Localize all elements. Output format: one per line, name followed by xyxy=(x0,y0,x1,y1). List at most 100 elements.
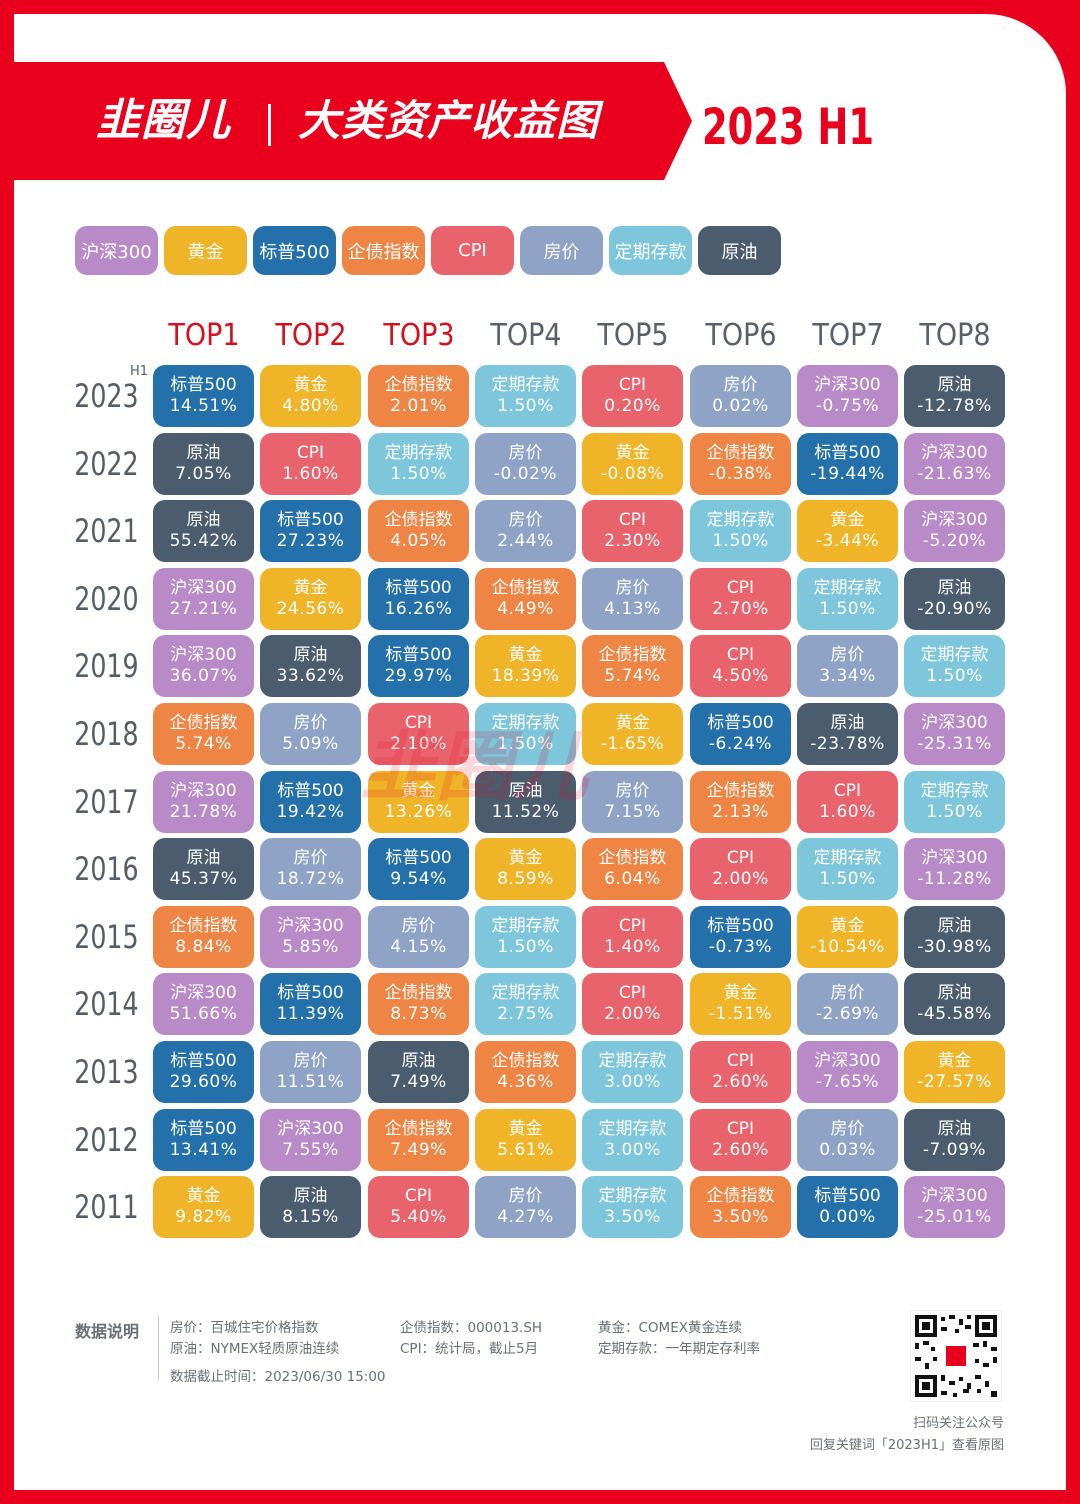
asset-return-cell: 黄金 8.59% xyxy=(475,838,576,900)
asset-return-cell: 定期存款 1.50% xyxy=(475,365,576,427)
asset-return-cell: 标普500 29.60% xyxy=(153,1041,254,1103)
asset-name: 房价 xyxy=(508,1186,543,1206)
asset-return: 1.60% xyxy=(819,802,876,822)
asset-name: 沪深300 xyxy=(814,375,881,395)
asset-return-cell: CPI 2.00% xyxy=(582,973,683,1035)
asset-return: 3.00% xyxy=(604,1140,661,1160)
asset-name: 原油 xyxy=(401,1051,436,1071)
asset-return-cell: 房价 7.15% xyxy=(582,771,683,833)
asset-name: 标普500 xyxy=(385,848,452,868)
asset-name: 标普500 xyxy=(277,781,344,801)
asset-name: 定期存款 xyxy=(491,375,560,395)
asset-name: 房价 xyxy=(293,1051,328,1071)
asset-return-cell: 沪深300 7.55% xyxy=(260,1109,361,1171)
asset-return: 8.15% xyxy=(282,1207,339,1227)
asset-return: -1.51% xyxy=(708,1004,773,1024)
qr-brand-logo xyxy=(946,1346,966,1366)
asset-return-cell: CPI 0.20% xyxy=(582,365,683,427)
asset-return-cell: 房价 0.03% xyxy=(797,1109,898,1171)
asset-name: 房价 xyxy=(401,916,436,936)
asset-name: 定期存款 xyxy=(598,1119,667,1139)
asset-name: 沪深300 xyxy=(170,781,237,801)
column-header: TOP5 xyxy=(597,318,669,353)
year-label: 2011 xyxy=(74,1188,139,1226)
asset-return-cell: 沪深300 21.78% xyxy=(153,771,254,833)
asset-return: 5.09% xyxy=(282,734,339,754)
asset-return: 1.50% xyxy=(497,734,554,754)
asset-return-cell: 标普500 9.54% xyxy=(368,838,469,900)
asset-return: 13.26% xyxy=(384,802,453,822)
asset-return-cell: 标普500 16.26% xyxy=(368,568,469,630)
year-label: 2014 xyxy=(74,985,139,1023)
asset-return: 0.02% xyxy=(712,396,769,416)
asset-name: CPI xyxy=(618,916,647,936)
asset-return: 2.01% xyxy=(390,396,447,416)
asset-return-cell: 原油 7.49% xyxy=(368,1041,469,1103)
asset-name: 原油 xyxy=(937,916,972,936)
asset-name: 房价 xyxy=(830,983,865,1003)
qr-code[interactable] xyxy=(910,1310,1002,1402)
qr-keyword-hint: 回复关键词「2023H1」查看原图 xyxy=(809,1438,1004,1453)
asset-return: 29.60% xyxy=(169,1072,238,1092)
asset-return: 1.60% xyxy=(282,464,339,484)
asset-name: 企债指数 xyxy=(706,1186,775,1206)
asset-return-cell: 房价 4.27% xyxy=(475,1176,576,1238)
asset-return-cell: 沪深300 5.85% xyxy=(260,906,361,968)
asset-return-cell: 原油 7.05% xyxy=(153,433,254,495)
asset-return-cell: 企债指数 4.05% xyxy=(368,500,469,562)
asset-name: 沪深300 xyxy=(170,578,237,598)
asset-name: 房价 xyxy=(615,578,650,598)
asset-return: 5.40% xyxy=(390,1207,447,1227)
asset-return-cell: 原油 -45.58% xyxy=(904,973,1005,1035)
asset-return: -2.69% xyxy=(815,1004,880,1024)
asset-return: -0.75% xyxy=(815,396,880,416)
asset-return-cell: 原油 -12.78% xyxy=(904,365,1005,427)
asset-name: 原油 xyxy=(186,848,221,868)
year-label: 2016 xyxy=(74,850,139,888)
asset-return-cell: 企债指数 5.74% xyxy=(582,635,683,697)
asset-return: 45.37% xyxy=(169,869,238,889)
asset-name: CPI xyxy=(726,848,755,868)
asset-return-cell: 标普500 -19.44% xyxy=(797,433,898,495)
asset-return: -1.65% xyxy=(600,734,665,754)
asset-return: 0.03% xyxy=(819,1140,876,1160)
asset-return: -30.98% xyxy=(917,937,992,957)
asset-return: 4.05% xyxy=(390,531,447,551)
brand-divider xyxy=(268,104,271,146)
asset-name: CPI xyxy=(726,578,755,598)
asset-return: 4.13% xyxy=(604,599,661,619)
asset-return-cell: 原油 8.15% xyxy=(260,1176,361,1238)
year-label: 2021 xyxy=(74,512,139,550)
asset-return: -5.20% xyxy=(922,531,987,551)
asset-return-cell: 沪深300 51.66% xyxy=(153,973,254,1035)
asset-return-cell: CPI 2.10% xyxy=(368,703,469,765)
year-label: 2022 xyxy=(74,445,139,483)
asset-name: 沪深300 xyxy=(921,713,988,733)
asset-return: 1.50% xyxy=(712,531,769,551)
note-data-cutoff: 数据截止时间：2023/06/30 15:00 xyxy=(170,1369,386,1385)
asset-return: 27.21% xyxy=(169,599,238,619)
asset-return-cell: 标普500 29.97% xyxy=(368,635,469,697)
legend-chip: 原油 xyxy=(698,226,781,275)
asset-return-cell: 房价 0.02% xyxy=(690,365,791,427)
asset-name: 定期存款 xyxy=(598,1186,667,1206)
legend-chip: 黄金 xyxy=(164,226,247,275)
asset-return-cell: 原油 -30.98% xyxy=(904,906,1005,968)
asset-return-cell: 房价 -0.02% xyxy=(475,433,576,495)
asset-name: 定期存款 xyxy=(813,578,882,598)
column-header: TOP6 xyxy=(705,318,777,353)
asset-return: 1.50% xyxy=(497,396,554,416)
year-label: 2018 xyxy=(74,715,139,753)
asset-return: 2.13% xyxy=(712,802,769,822)
asset-return: -20.90% xyxy=(917,599,992,619)
asset-return-cell: 标普500 14.51% xyxy=(153,365,254,427)
asset-return-cell: 黄金 -3.44% xyxy=(797,500,898,562)
asset-return-cell: 定期存款 1.50% xyxy=(904,771,1005,833)
asset-return: -21.63% xyxy=(917,464,992,484)
asset-name: 沪深300 xyxy=(170,983,237,1003)
asset-name: 房价 xyxy=(723,375,758,395)
asset-name: 房价 xyxy=(508,510,543,530)
asset-name: 定期存款 xyxy=(920,781,989,801)
asset-return: -25.31% xyxy=(917,734,992,754)
asset-name: CPI xyxy=(404,713,433,733)
